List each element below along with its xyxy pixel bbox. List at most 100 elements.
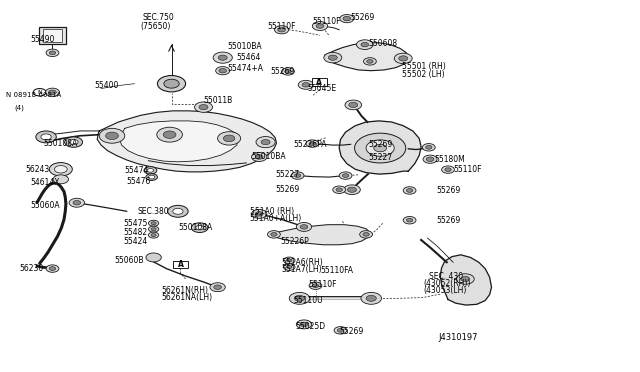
- Circle shape: [151, 234, 156, 237]
- Circle shape: [337, 328, 344, 332]
- Circle shape: [361, 42, 369, 47]
- Circle shape: [422, 144, 435, 151]
- Polygon shape: [269, 225, 370, 245]
- Circle shape: [168, 205, 188, 217]
- Circle shape: [282, 68, 294, 75]
- Circle shape: [195, 102, 212, 112]
- Circle shape: [54, 166, 67, 173]
- Polygon shape: [97, 111, 276, 172]
- Circle shape: [173, 208, 183, 214]
- Text: 55464: 55464: [237, 53, 261, 62]
- Text: 550608: 550608: [368, 39, 397, 48]
- Text: 55476: 55476: [127, 177, 151, 186]
- Circle shape: [214, 285, 221, 289]
- Text: 55060B: 55060B: [114, 256, 143, 265]
- Circle shape: [284, 257, 295, 264]
- Text: SEC.380: SEC.380: [138, 207, 169, 216]
- Circle shape: [255, 155, 263, 159]
- Text: 55490: 55490: [31, 35, 55, 44]
- Circle shape: [218, 55, 227, 60]
- Text: 55424: 55424: [123, 237, 147, 246]
- Circle shape: [146, 174, 157, 180]
- Text: 55269: 55269: [436, 186, 461, 195]
- Text: N: N: [37, 90, 42, 95]
- Text: 55010BA: 55010BA: [227, 42, 262, 51]
- Circle shape: [148, 232, 159, 238]
- Circle shape: [363, 232, 369, 236]
- Circle shape: [275, 26, 289, 34]
- Text: 55269: 55269: [436, 216, 461, 225]
- Text: A: A: [177, 260, 184, 269]
- Text: 56261NA(LH): 56261NA(LH): [161, 293, 212, 302]
- Circle shape: [361, 292, 381, 304]
- Circle shape: [287, 259, 292, 262]
- Text: 55474: 55474: [125, 166, 149, 175]
- Text: 55226PA: 55226PA: [293, 140, 326, 149]
- Circle shape: [46, 49, 59, 57]
- Circle shape: [191, 223, 208, 232]
- Text: 55180M: 55180M: [434, 155, 465, 164]
- Circle shape: [426, 145, 432, 149]
- Text: N 08918-6081A: N 08918-6081A: [6, 92, 61, 98]
- Circle shape: [196, 225, 204, 230]
- Circle shape: [146, 253, 161, 262]
- Text: 55227: 55227: [368, 153, 392, 162]
- Circle shape: [334, 327, 347, 334]
- FancyBboxPatch shape: [43, 29, 62, 42]
- Circle shape: [312, 22, 328, 31]
- Circle shape: [403, 187, 416, 194]
- Circle shape: [278, 28, 285, 32]
- Text: 55482: 55482: [123, 228, 147, 237]
- Circle shape: [268, 231, 280, 238]
- Text: 55110F: 55110F: [312, 17, 341, 26]
- Circle shape: [147, 169, 154, 172]
- Circle shape: [423, 155, 437, 163]
- Circle shape: [406, 218, 413, 222]
- FancyBboxPatch shape: [312, 78, 327, 86]
- Text: 55045E: 55045E: [307, 84, 337, 93]
- Circle shape: [312, 284, 319, 288]
- Text: 55110F: 55110F: [308, 280, 337, 289]
- Circle shape: [296, 320, 312, 329]
- Text: 55110F: 55110F: [268, 22, 296, 31]
- Polygon shape: [325, 43, 408, 71]
- Text: 55226P: 55226P: [280, 237, 309, 246]
- Circle shape: [406, 189, 413, 192]
- Circle shape: [219, 68, 227, 73]
- Circle shape: [223, 135, 235, 142]
- Text: SEC.750: SEC.750: [142, 13, 174, 22]
- Circle shape: [255, 212, 263, 216]
- Circle shape: [41, 134, 51, 140]
- Circle shape: [106, 132, 118, 140]
- Text: 550108A: 550108A: [44, 139, 78, 148]
- FancyBboxPatch shape: [39, 27, 66, 44]
- Circle shape: [355, 133, 406, 163]
- Circle shape: [294, 295, 305, 301]
- Circle shape: [302, 83, 310, 87]
- Circle shape: [218, 132, 241, 145]
- Circle shape: [399, 56, 408, 61]
- Circle shape: [49, 163, 72, 176]
- Circle shape: [345, 100, 362, 110]
- Circle shape: [394, 53, 412, 64]
- Circle shape: [151, 222, 156, 225]
- Circle shape: [364, 58, 376, 65]
- Circle shape: [316, 24, 324, 28]
- Text: 55025D: 55025D: [296, 322, 326, 331]
- Circle shape: [271, 232, 277, 236]
- Text: (43052(RH)): (43052(RH)): [424, 279, 471, 288]
- Circle shape: [199, 105, 208, 110]
- Text: 55269: 55269: [339, 327, 364, 336]
- Text: (4): (4): [14, 105, 24, 111]
- Circle shape: [366, 140, 394, 156]
- Circle shape: [216, 67, 230, 75]
- Circle shape: [49, 51, 56, 55]
- Text: SEC. 430: SEC. 430: [429, 272, 463, 280]
- Circle shape: [348, 187, 356, 192]
- Text: 56230: 56230: [19, 264, 44, 273]
- Text: 55269: 55269: [275, 185, 300, 194]
- Circle shape: [210, 283, 225, 292]
- FancyBboxPatch shape: [173, 261, 188, 268]
- Circle shape: [344, 185, 360, 195]
- Text: 55110F: 55110F: [453, 165, 482, 174]
